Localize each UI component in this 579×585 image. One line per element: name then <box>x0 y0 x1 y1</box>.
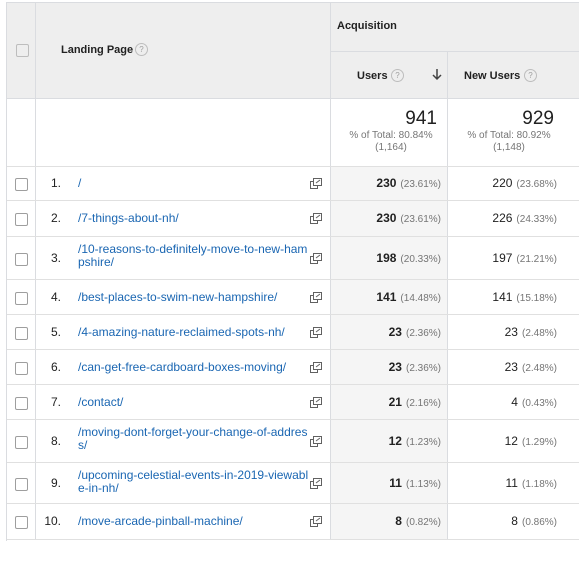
new-users-column-header[interactable]: New Users <box>464 70 521 82</box>
new-users-cell: 11 (1.18%) <box>505 476 557 490</box>
landing-page-link[interactable]: /10-reasons-to-definitely-move-to-new-ha… <box>78 242 308 269</box>
users-cell: 23 (2.36%) <box>388 360 441 374</box>
help-icon[interactable]: ? <box>135 43 148 56</box>
open-in-new-window-icon[interactable] <box>310 397 322 408</box>
row-checkbox[interactable] <box>15 362 28 375</box>
users-total-share: % of Total: 80.84% (1,164) <box>349 130 433 153</box>
users-cell: 11 (1.13%) <box>389 476 441 490</box>
landing-page-link[interactable]: /upcoming-celestial-events-in-2019-viewa… <box>78 468 309 495</box>
users-cell: 12 (1.23%) <box>388 434 441 448</box>
row-index: 3. <box>50 251 61 265</box>
landing-page-link[interactable]: /contact/ <box>78 395 124 409</box>
landing-page-link[interactable]: /move-arcade-pinball-machine/ <box>78 514 243 528</box>
row-checkbox[interactable] <box>15 292 28 305</box>
users-total-value: 941 <box>405 108 437 129</box>
open-in-new-window-icon[interactable] <box>310 213 322 224</box>
row-index: 2. <box>50 211 61 225</box>
row-checkbox[interactable] <box>15 478 28 491</box>
row-index: 10. <box>44 514 61 528</box>
row-checkbox[interactable] <box>15 327 28 340</box>
table-row: 1. / 230 (23.61%) 220 (23.68%) <box>7 166 579 201</box>
landing-page-link[interactable]: /can-get-free-cardboard-boxes-moving/ <box>78 360 287 374</box>
table-row: 9. /upcoming-celestial-events-in-2019-vi… <box>7 462 579 504</box>
landing-page-link[interactable]: /best-places-to-swim-new-hampshire/ <box>78 290 278 304</box>
new-users-cell: 8 (0.86%) <box>511 514 557 528</box>
table-bottom-border <box>7 539 579 540</box>
table-row: 7. /contact/ 21 (2.16%) 4 (0.43%) <box>7 384 579 420</box>
new-users-total-share: % of Total: 80.92% (1,148) <box>467 130 551 153</box>
row-checkbox[interactable] <box>15 436 28 449</box>
users-cell: 230 (23.61%) <box>376 211 441 225</box>
users-cell: 8 (0.82%) <box>395 514 441 528</box>
row-index: 7. <box>50 395 61 409</box>
sort-down-arrow-icon[interactable] <box>432 68 442 81</box>
table-row: 6. /can-get-free-cardboard-boxes-moving/… <box>7 349 579 385</box>
new-users-cell: 23 (2.48%) <box>504 325 557 339</box>
new-users-cell: 4 (0.43%) <box>511 395 557 409</box>
table-row: 10. /move-arcade-pinball-machine/ 8 (0.82… <box>7 503 579 540</box>
new-users-cell: 23 (2.48%) <box>504 360 557 374</box>
help-icon[interactable]: ? <box>391 69 404 82</box>
landing-page-link[interactable]: / <box>78 176 82 190</box>
users-cell: 141 (14.48%) <box>376 290 441 304</box>
table-row: 4. /best-places-to-swim-new-hampshire/ 1… <box>7 279 579 315</box>
landing-page-report-table: Landing Page ? Acquisition Users ? New U… <box>6 2 579 541</box>
open-in-new-window-icon[interactable] <box>310 362 322 373</box>
landing-page-link[interactable]: /moving-dont-forget-your-change-of-addre… <box>78 425 308 452</box>
users-column-shade <box>331 166 447 539</box>
open-in-new-window-icon[interactable] <box>310 292 322 303</box>
table-row: 3. /10-reasons-to-definitely-move-to-new… <box>7 236 579 280</box>
new-users-total-value: 929 <box>522 108 554 129</box>
row-index: 1. <box>50 176 61 190</box>
users-cell: 198 (20.33%) <box>376 251 441 265</box>
row-index: 4. <box>50 290 61 304</box>
new-users-cell: 197 (21.21%) <box>492 251 557 265</box>
landing-page-link[interactable]: /4-amazing-nature-reclaimed-spots-nh/ <box>78 325 285 339</box>
landing-page-column-header[interactable]: Landing Page <box>61 44 134 56</box>
users-cell: 230 (23.61%) <box>376 176 441 190</box>
users-cell: 23 (2.36%) <box>388 325 441 339</box>
new-users-cell: 12 (1.29%) <box>504 434 557 448</box>
table-row: 2. /7-things-about-nh/ 230 (23.61%) 226 (2… <box>7 200 579 237</box>
row-index: 6. <box>50 360 61 374</box>
help-icon[interactable]: ? <box>524 69 537 82</box>
row-checkbox[interactable] <box>15 397 28 410</box>
open-in-new-window-icon[interactable] <box>310 178 322 189</box>
row-index: 9. <box>50 476 61 490</box>
select-all-checkbox[interactable] <box>16 44 29 57</box>
open-in-new-window-icon[interactable] <box>310 253 322 264</box>
open-in-new-window-icon[interactable] <box>310 327 322 338</box>
new-users-cell: 220 (23.68%) <box>492 176 557 190</box>
new-users-cell: 226 (24.33%) <box>492 211 557 225</box>
row-checkbox[interactable] <box>15 253 28 266</box>
row-index: 8. <box>50 434 61 448</box>
acquisition-group-header: Acquisition <box>337 20 397 32</box>
open-in-new-window-icon[interactable] <box>310 516 322 527</box>
new-users-cell: 141 (15.18%) <box>492 290 557 304</box>
table-row: 8. /moving-dont-forget-your-change-of-ad… <box>7 419 579 463</box>
users-cell: 21 (2.16%) <box>388 395 441 409</box>
landing-page-link[interactable]: /7-things-about-nh/ <box>78 211 179 225</box>
open-in-new-window-icon[interactable] <box>310 436 322 447</box>
row-index: 5. <box>50 325 61 339</box>
row-checkbox[interactable] <box>15 178 28 191</box>
open-in-new-window-icon[interactable] <box>310 478 322 489</box>
table-row: 5. /4-amazing-nature-reclaimed-spots-nh/… <box>7 314 579 350</box>
row-checkbox[interactable] <box>15 516 28 529</box>
row-checkbox[interactable] <box>15 213 28 226</box>
users-column-header[interactable]: Users <box>357 70 388 82</box>
